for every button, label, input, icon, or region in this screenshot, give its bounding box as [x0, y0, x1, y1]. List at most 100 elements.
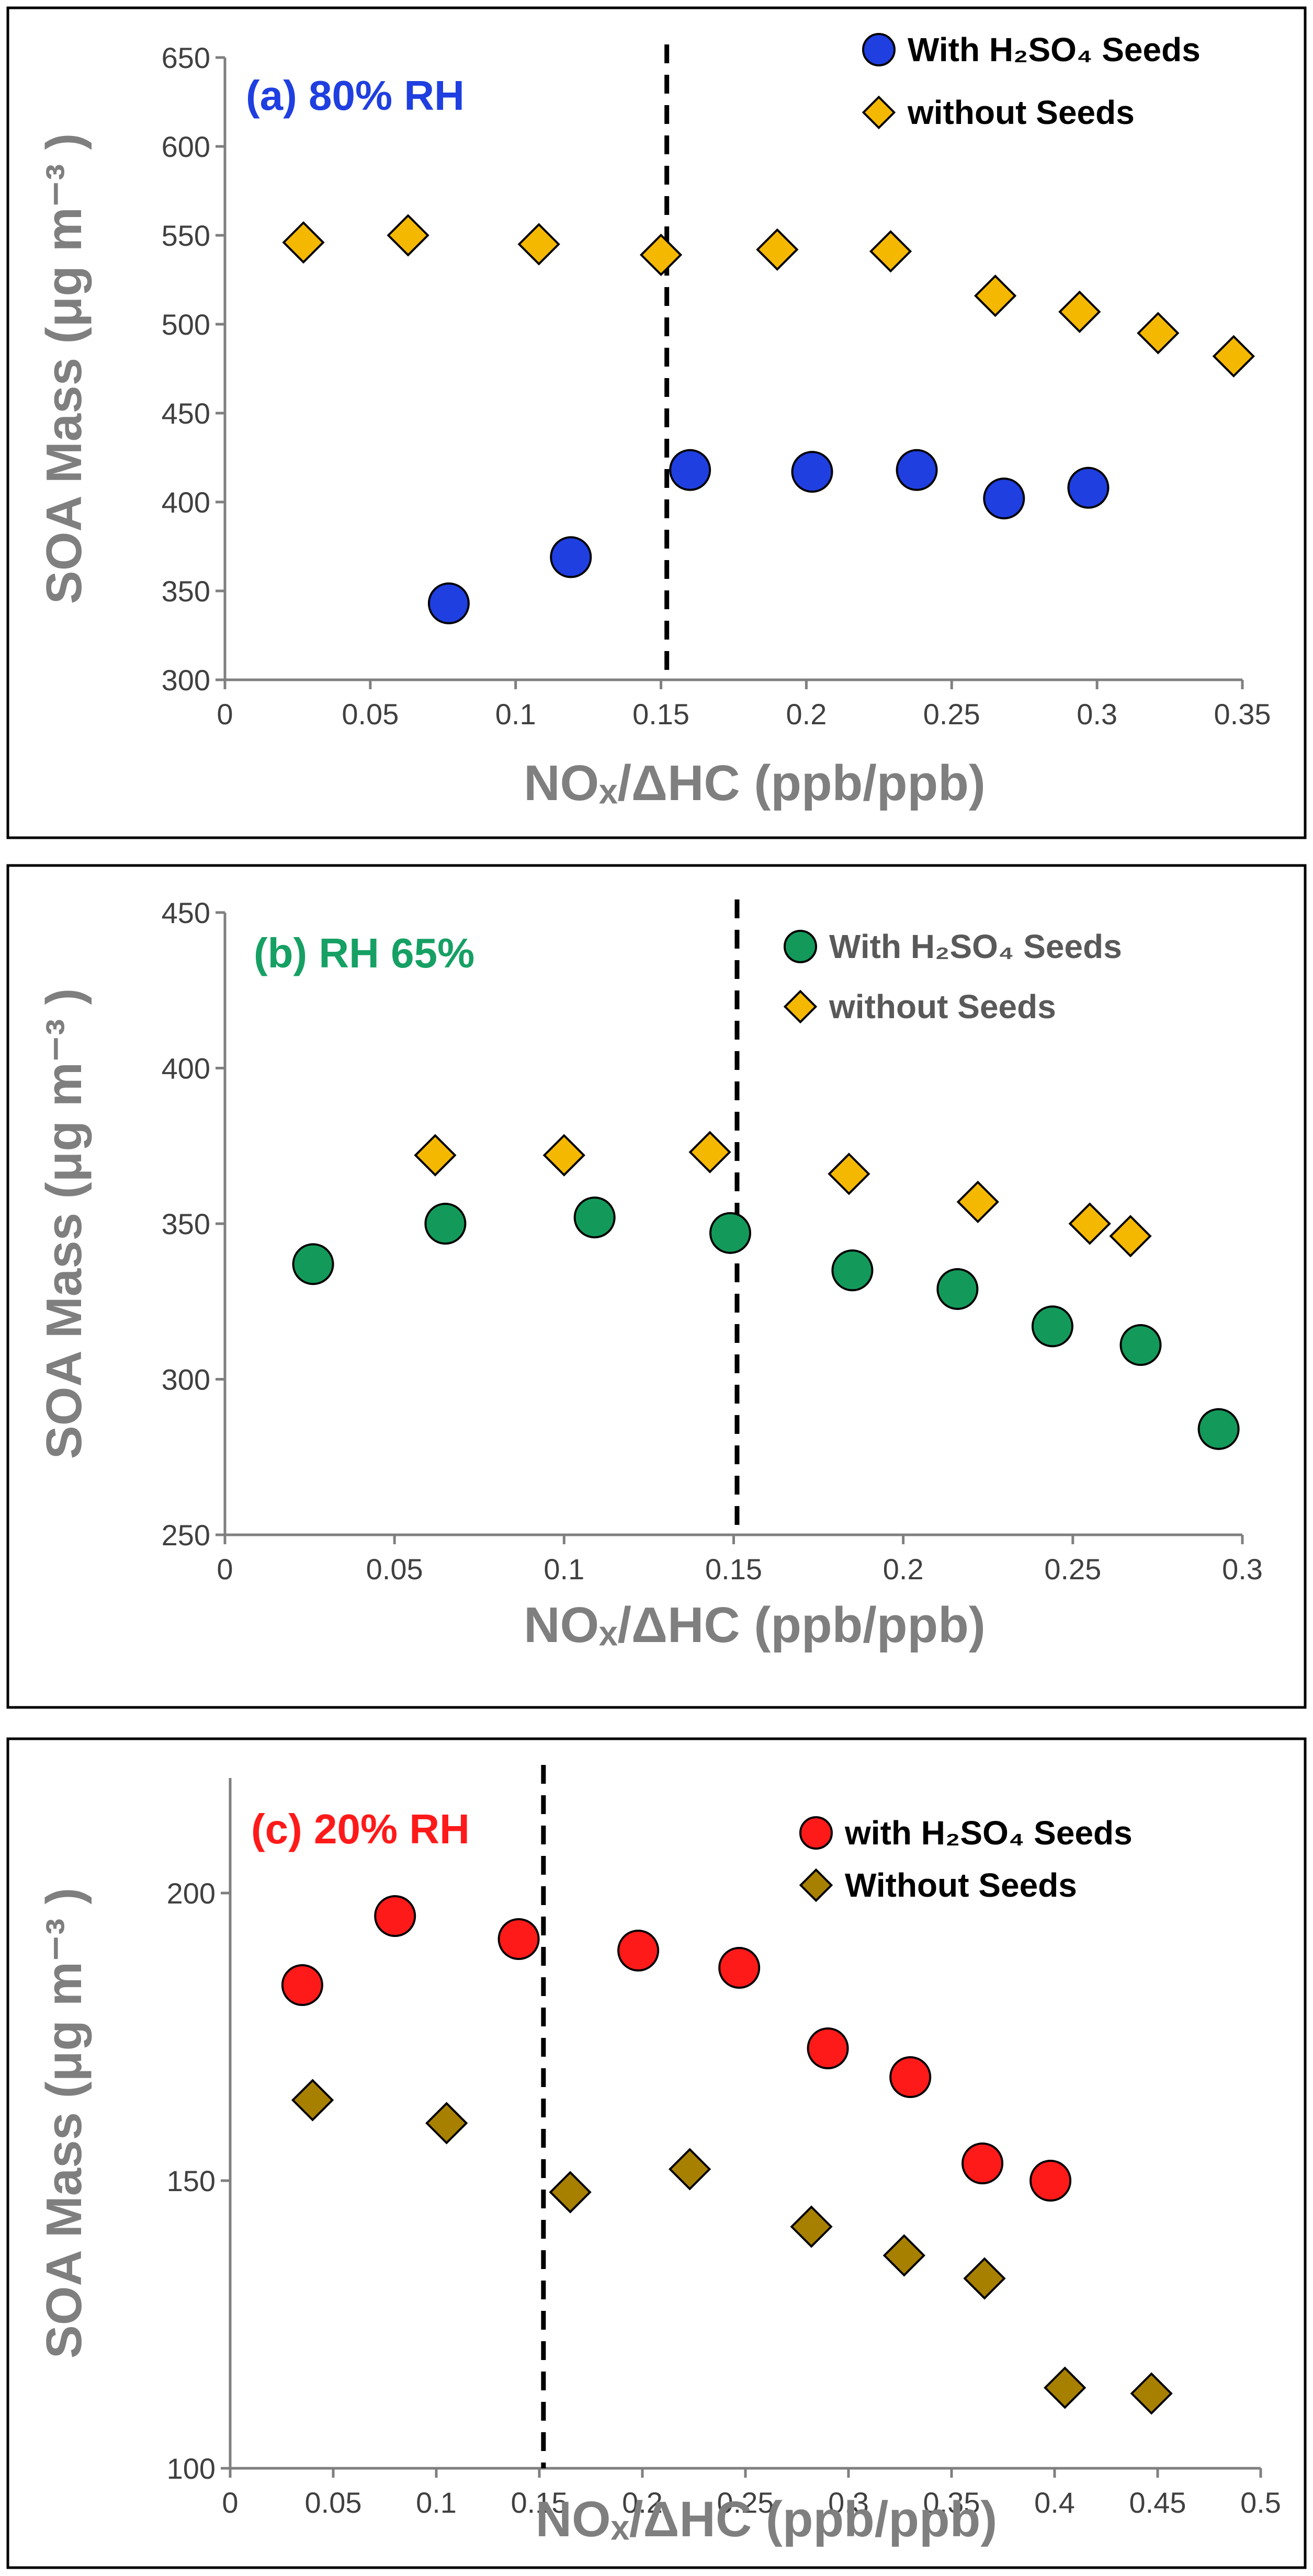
x-axis-title: NOₓ/ΔHC (ppb/ppb) — [524, 1597, 986, 1653]
data-point — [497, 1918, 540, 1960]
x-tick-label: 0 — [217, 698, 233, 731]
legend-label: Without Seeds — [845, 1866, 1077, 1904]
y-tick-label: 350 — [162, 1207, 210, 1240]
panel-border — [6, 864, 1307, 1709]
panel-label: (b) RH 65% — [254, 930, 474, 976]
data-point — [831, 1249, 874, 1292]
x-tick-label: 0.25 — [1044, 1553, 1101, 1586]
x-tick-label: 0.35 — [1214, 698, 1271, 731]
legend-marker — [799, 1816, 833, 1850]
data-point — [424, 1203, 467, 1245]
data-point — [956, 1180, 999, 1223]
data-point — [961, 2142, 1004, 2184]
data-point — [387, 214, 429, 257]
chart-panel-2: 250 300 350 400 450 0 0.05 0.1 0.15 0.2 0.25 0.3 (b)… — [6, 864, 1307, 1709]
series-without-seeds — [414, 1131, 1152, 1258]
y-axis-title: SOA Mass (μg m⁻³ ) — [36, 1888, 92, 2359]
x-tick-label: 0.2 — [622, 2486, 663, 2519]
data-point — [414, 1134, 457, 1177]
legend-label: without Seeds — [907, 94, 1135, 131]
panel-label: (c) 20% RH — [251, 1806, 470, 1852]
data-point — [669, 449, 711, 491]
series-with-seeds — [292, 1196, 1240, 1450]
y-tick-label: 600 — [162, 130, 210, 163]
legend-marker — [862, 95, 896, 130]
panel-border — [6, 1737, 1307, 2569]
data-point — [709, 1212, 752, 1254]
data-point — [790, 2205, 833, 2248]
data-point — [1058, 290, 1101, 333]
data-point — [974, 274, 1017, 317]
x-tick-label: 0.05 — [366, 1553, 423, 1586]
data-point — [282, 221, 325, 264]
data-point — [425, 2102, 468, 2145]
x-tick-label: 0.3 — [1222, 1553, 1263, 1586]
y-tick-label: 200 — [167, 1877, 216, 1910]
y-tick-label: 250 — [162, 1519, 210, 1552]
data-point — [1109, 1215, 1152, 1258]
legend-marker — [799, 1868, 833, 1902]
data-point — [550, 536, 592, 578]
legend-label: With H₂SO₄ Seeds — [908, 31, 1201, 69]
x-tick-label: 0.1 — [416, 2486, 457, 2519]
y-tick-label: 300 — [162, 1363, 210, 1396]
data-point — [791, 451, 833, 493]
x-tick-label: 0.3 — [828, 2486, 869, 2519]
y-tick-label: 350 — [162, 575, 210, 608]
data-point — [573, 1196, 616, 1239]
y-tick-label: 450 — [162, 397, 210, 430]
data-point — [1068, 1202, 1111, 1245]
x-axis-title: NOₓ/ΔHC (ppb/ppb) — [524, 755, 986, 811]
series-with-seeds — [281, 1895, 1072, 2202]
y-tick-label: 400 — [162, 1052, 210, 1085]
series-without-seeds — [291, 2079, 1173, 2415]
x-tick-label: 0.1 — [544, 1553, 584, 1586]
data-point — [983, 477, 1025, 520]
y-tick-label: 150 — [167, 2164, 216, 2197]
legend-label: without Seeds — [829, 988, 1056, 1025]
x-tick-label: 0.35 — [923, 2486, 980, 2519]
x-tick-label: 0.05 — [305, 2486, 362, 2519]
legend-marker — [783, 989, 818, 1024]
x-tick-label: 0.05 — [342, 698, 399, 731]
data-point — [1031, 1305, 1073, 1348]
data-point — [427, 582, 470, 624]
data-point — [668, 2148, 711, 2191]
data-point — [869, 230, 912, 273]
y-axis-title: SOA Mass (μg m⁻³ ) — [36, 988, 92, 1460]
y-axis-title: SOA Mass (μg m⁻³ ) — [36, 133, 92, 605]
data-point — [639, 233, 683, 277]
x-tick-label: 0.4 — [1034, 2486, 1075, 2519]
y-tick-label: 500 — [162, 308, 210, 341]
data-point — [1119, 1324, 1162, 1366]
x-tick-label: 0.3 — [1077, 698, 1117, 731]
data-point — [1137, 312, 1180, 355]
legend-label: With H₂SO₄ Seeds — [829, 928, 1122, 965]
data-point — [963, 2257, 1006, 2300]
data-point — [828, 1153, 870, 1195]
data-point — [1197, 1408, 1240, 1450]
chart-panel-3: 100 150 200 0 0.05 0.1 0.15 0.2 0.25 0.3 0.35 0.4 0.… — [6, 1737, 1307, 2569]
series-without-seeds — [282, 214, 1255, 378]
x-tick-label: 0.25 — [923, 698, 980, 731]
data-point — [896, 449, 938, 491]
x-tick-label: 0.2 — [883, 1553, 924, 1586]
x-tick-label: 0.15 — [632, 698, 689, 731]
data-point — [1130, 2372, 1173, 2415]
data-point — [1212, 335, 1255, 378]
data-point — [718, 1947, 761, 1989]
y-tick-label: 650 — [162, 41, 210, 74]
x-tick-label: 0.15 — [705, 1553, 762, 1586]
data-point — [617, 1930, 660, 1971]
data-point — [882, 2234, 926, 2277]
chart-panel-1: 300 350 400 450 500 550 600 650 0 0.05 0.1 0.15 0.2 0… — [6, 6, 1307, 839]
data-point — [549, 2171, 592, 2214]
data-point — [807, 2027, 849, 2069]
y-tick-label: 300 — [162, 664, 210, 697]
legend-label: with H₂SO₄ Seeds — [844, 1814, 1133, 1852]
x-tick-label: 0 — [222, 2486, 238, 2519]
data-point — [1044, 2366, 1086, 2409]
y-tick-label: 550 — [162, 219, 210, 252]
x-tick-label: 0.2 — [786, 698, 827, 731]
